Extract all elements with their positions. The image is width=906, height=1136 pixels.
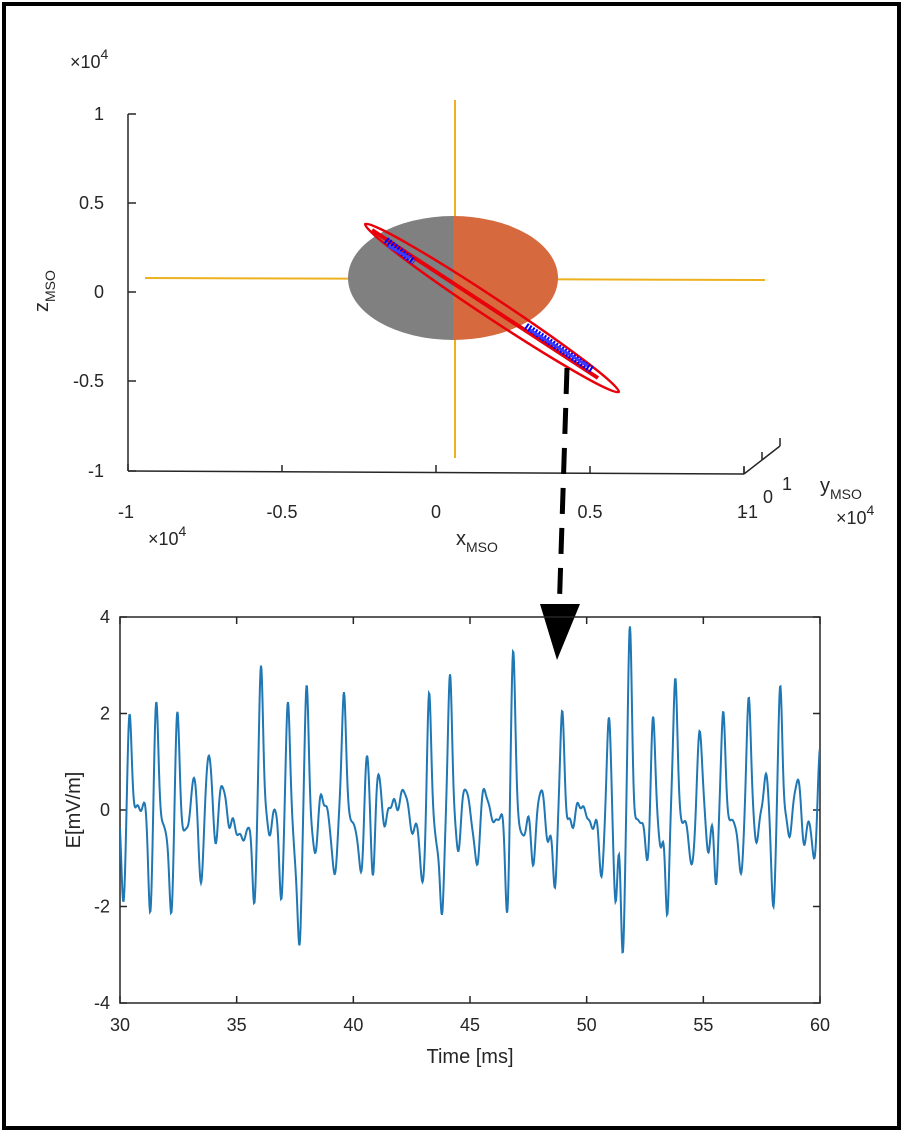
y-tick-label-1: -1 [742,502,758,522]
z-tick-label-1: 1 [94,104,104,124]
signal-x-tick-label-0: 30 [110,1015,130,1035]
x-tick-label-4: 0.5 [577,502,602,522]
signal-y-axis-label: E[mV/m] [63,772,85,849]
signal-x-tick-label-5: 55 [693,1015,713,1035]
signal-line [120,626,820,954]
orbit-plot: 1 0.5 0 -0.5 -1 ×104 zMSO -1 -0.5 0 0.5 … [31,46,875,555]
signal-y-tick-label-2: 0 [100,800,110,820]
x-exponent: ×104 [148,523,187,549]
y-axis-label: yMSO [820,475,862,502]
z-tick-label-5: -1 [88,461,104,481]
orbit-axis [370,228,600,380]
signal-plot: 30 35 40 45 50 55 60 4 2 0 -2 -4 Time [ms] E[mV/m] [63,607,830,1068]
y-exponent: ×104 [836,502,875,528]
x-axis-label: xMSO [456,528,498,555]
signal-x-tick-label-2: 40 [343,1015,363,1035]
signal-x-tick-label-4: 50 [577,1015,597,1035]
signal-x-tick-label-6: 60 [810,1015,830,1035]
signal-x-axis-label: Time [ms] [426,1046,513,1068]
signal-y-tick-label-0: 4 [100,607,110,627]
x-axis-line [127,470,745,475]
planet-dayside [453,216,558,340]
x-tick-label-5: 1 [737,502,747,522]
x-tick-label-1: -1 [118,502,134,522]
measurement-segment-2 [524,323,594,373]
y-tick-label-3: 1 [782,474,792,494]
connector-arrow-line [556,367,570,617]
signal-y-tick-label-4: -4 [94,993,110,1013]
z-tick-label-3: 0 [94,282,104,302]
connector-arrow [540,367,580,660]
connector-arrow-head [540,604,580,660]
signal-y-tick-label-1: 2 [100,704,110,724]
x-tick-label-3: 0 [431,502,441,522]
signal-x-tick-label-3: 45 [460,1015,480,1035]
y-tick-label-2: 0 [763,487,773,507]
z-axis-label: zMSO [31,270,58,312]
planet-nightside [348,216,453,340]
signal-x-ticks: 30 35 40 45 50 55 60 [110,617,830,1035]
signal-x-tick-label-1: 35 [227,1015,247,1035]
z-tick-label-2: 0.5 [79,193,104,213]
measurement-segment-1 [383,237,417,265]
x-tick-label-2: -0.5 [266,502,297,522]
signal-y-ticks: 4 2 0 -2 -4 [94,607,820,1013]
signal-y-tick-label-3: -2 [94,897,110,917]
z-tick-label-4: -0.5 [73,371,104,391]
y-tick-marks [743,438,781,474]
z-exponent: ×104 [70,46,109,72]
z-tick-marks [128,113,136,472]
orbit-ellipse [363,222,621,394]
